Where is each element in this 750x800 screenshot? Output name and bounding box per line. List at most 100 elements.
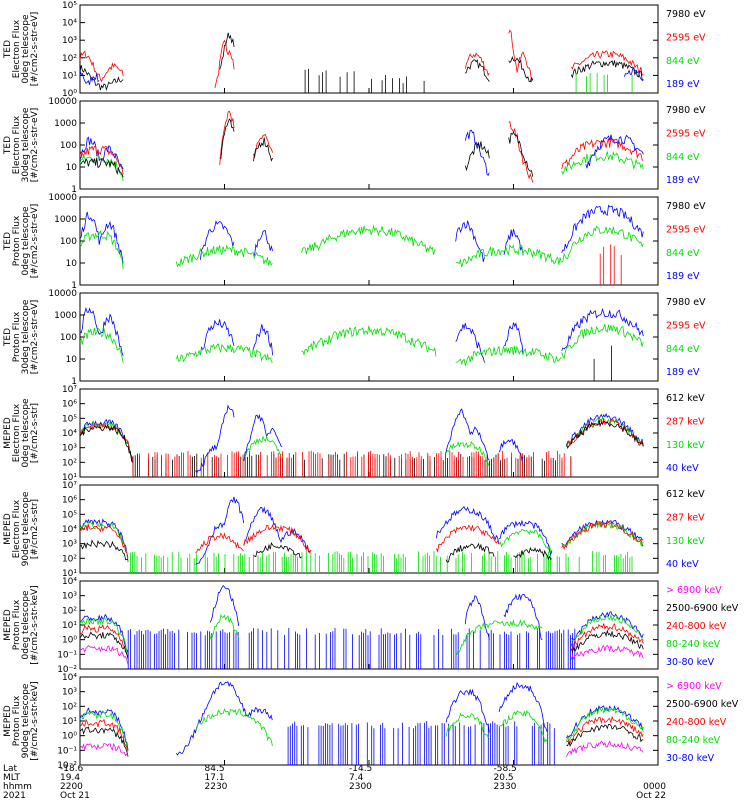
series-blue-trace [200, 220, 235, 260]
legend-entry: 2500-6900 keV [666, 699, 739, 710]
series-blue-trace [445, 408, 490, 461]
series-green-trace [301, 224, 436, 255]
legend-entry: 2500-6900 keV [666, 603, 739, 614]
y-tick-label: 10⁶ [62, 496, 77, 506]
y-tick-label: 10⁻² [57, 761, 77, 771]
series-blue-trace [80, 70, 100, 85]
y-tick-label: 10¹ [62, 569, 77, 579]
legend-entry: 2595 eV [666, 32, 706, 43]
series-black-trace [80, 423, 134, 463]
legend-entry: 287 keV [666, 416, 705, 427]
y-axis-label-line: [#/cm2-s-str-eV] [30, 108, 40, 183]
time-axis-hhmm: 2330 [494, 782, 517, 792]
legend-entry: 30-80 keV [666, 657, 715, 668]
series-green-trace [301, 325, 437, 357]
series-blue-trace [498, 438, 524, 462]
y-axis-label-line: Proton Flux [12, 599, 22, 650]
series-black-trace [445, 542, 495, 563]
series-blue-trace [455, 323, 485, 363]
y-tick-label: 10² [62, 458, 77, 468]
series-blue-trace [253, 230, 273, 256]
series-layer [80, 204, 644, 285]
y-axis-label-line: MEPED [3, 705, 13, 737]
y-tick-label: 1000 [54, 119, 77, 129]
series-blue-trace [80, 518, 129, 563]
series-black-trace [80, 65, 124, 92]
panel-5: 10¹ 10² 10³ 10⁴ 10⁵ 10⁶ 10⁷ MEPED Electron Flux 0… [3, 385, 705, 483]
series-green-trace [566, 706, 644, 742]
y-tick-label: 10⁵ [62, 414, 77, 424]
y-axis-label-line: 30deg telescope [21, 299, 31, 374]
series-green-trace [80, 229, 124, 270]
series-blue-trace [585, 134, 644, 169]
y-tick-label: 10⁴ [62, 577, 77, 587]
y-axis-label-line: TED [3, 40, 13, 59]
series-blue-trace [623, 67, 644, 81]
panel-frame [79, 292, 659, 382]
series-green-trace [445, 440, 490, 468]
y-tick-label: 10000 [48, 193, 77, 203]
y-axis-label-line: [#/cm2-s-str] [30, 403, 40, 463]
series-black-trace [80, 631, 129, 660]
y-axis-label-line: TED [3, 328, 13, 347]
y-tick-label: 10² [62, 554, 77, 564]
panel-1: 10⁰ 10¹ 10² 10³ 10⁴ 10⁵ TED Electron Flux 0deg t… [3, 1, 706, 99]
y-tick-label: 10³ [62, 540, 77, 550]
legend-entry: 189 eV [666, 271, 700, 282]
series-blue-trace [243, 506, 312, 553]
y-tick-label: 10 [66, 163, 78, 173]
y-tick-label: 10⁰ [62, 732, 77, 742]
y-tick-label: 10³ [62, 36, 77, 46]
series-blue-trace [566, 412, 644, 447]
panel-frame [79, 100, 659, 190]
y-tick-label: 10000 [48, 289, 77, 299]
time-axis-lat: -18.6 [60, 764, 84, 774]
series-blue-trace [243, 413, 283, 461]
panel-7: 10⁻² 10⁻¹ 10⁰ 10¹ 10² 10³ 10⁴ MEPED Proton Flux 0… [3, 577, 739, 675]
time-axis-mlt: 7.4 [349, 773, 364, 783]
series-red-trace [80, 718, 129, 752]
series-red-trace [570, 622, 644, 650]
y-tick-label: 1 [71, 281, 77, 291]
y-tick-label: 10⁴ [62, 525, 77, 535]
series-layer [80, 29, 644, 93]
series-blue-trace [503, 593, 543, 641]
y-tick-label: 10³ [62, 592, 77, 602]
y-tick-label: 10² [62, 606, 77, 616]
time-axis-lat: 84.5 [205, 764, 225, 774]
series-green-trace [561, 225, 644, 263]
legend-entry: 240-800 keV [666, 621, 727, 632]
series-green-trace [498, 710, 548, 743]
legend-entry: > 6900 keV [666, 585, 722, 596]
series-blue-trace [464, 129, 490, 177]
time-axis-row-label: Lat [3, 764, 18, 774]
y-axis-label-line: Electron Flux [12, 403, 22, 462]
y-axis-label-line: Proton Flux [12, 215, 22, 266]
y-tick-label: 1 [71, 185, 77, 195]
series-red-sticks [599, 244, 622, 285]
series-blue-sticks [287, 721, 555, 765]
series-black-trace [508, 55, 534, 83]
series-black-trace [80, 539, 129, 561]
legend-entry: 612 keV [666, 393, 705, 404]
y-tick-label: 100 [60, 333, 77, 343]
y-tick-label: 10³ [62, 444, 77, 454]
y-tick-label: 10¹ [62, 473, 77, 483]
y-axis-label-line: [#/cm2-s-str-keV] [30, 681, 40, 760]
y-tick-label: 10² [62, 702, 77, 712]
legend-entry: 40 keV [666, 463, 699, 474]
time-axis-row-label: hhmm [3, 782, 32, 792]
series-layer [80, 110, 644, 183]
series-red-trace [508, 29, 534, 83]
y-axis-label-line: Proton Flux [12, 695, 22, 746]
time-axis-hhmm: 2230 [205, 782, 228, 792]
series-red-trace [80, 421, 134, 461]
y-tick-label: 10⁶ [62, 400, 77, 410]
y-axis-label-line: Electron Flux [12, 115, 22, 174]
series-magenta-trace [566, 740, 644, 758]
panel-6: 10¹ 10² 10³ 10⁴ 10⁵ 10⁶ 10⁷ MEPED Electron Flux 9… [3, 481, 705, 579]
series-black-trace [219, 118, 235, 159]
y-tick-label: 10⁵ [62, 510, 77, 520]
